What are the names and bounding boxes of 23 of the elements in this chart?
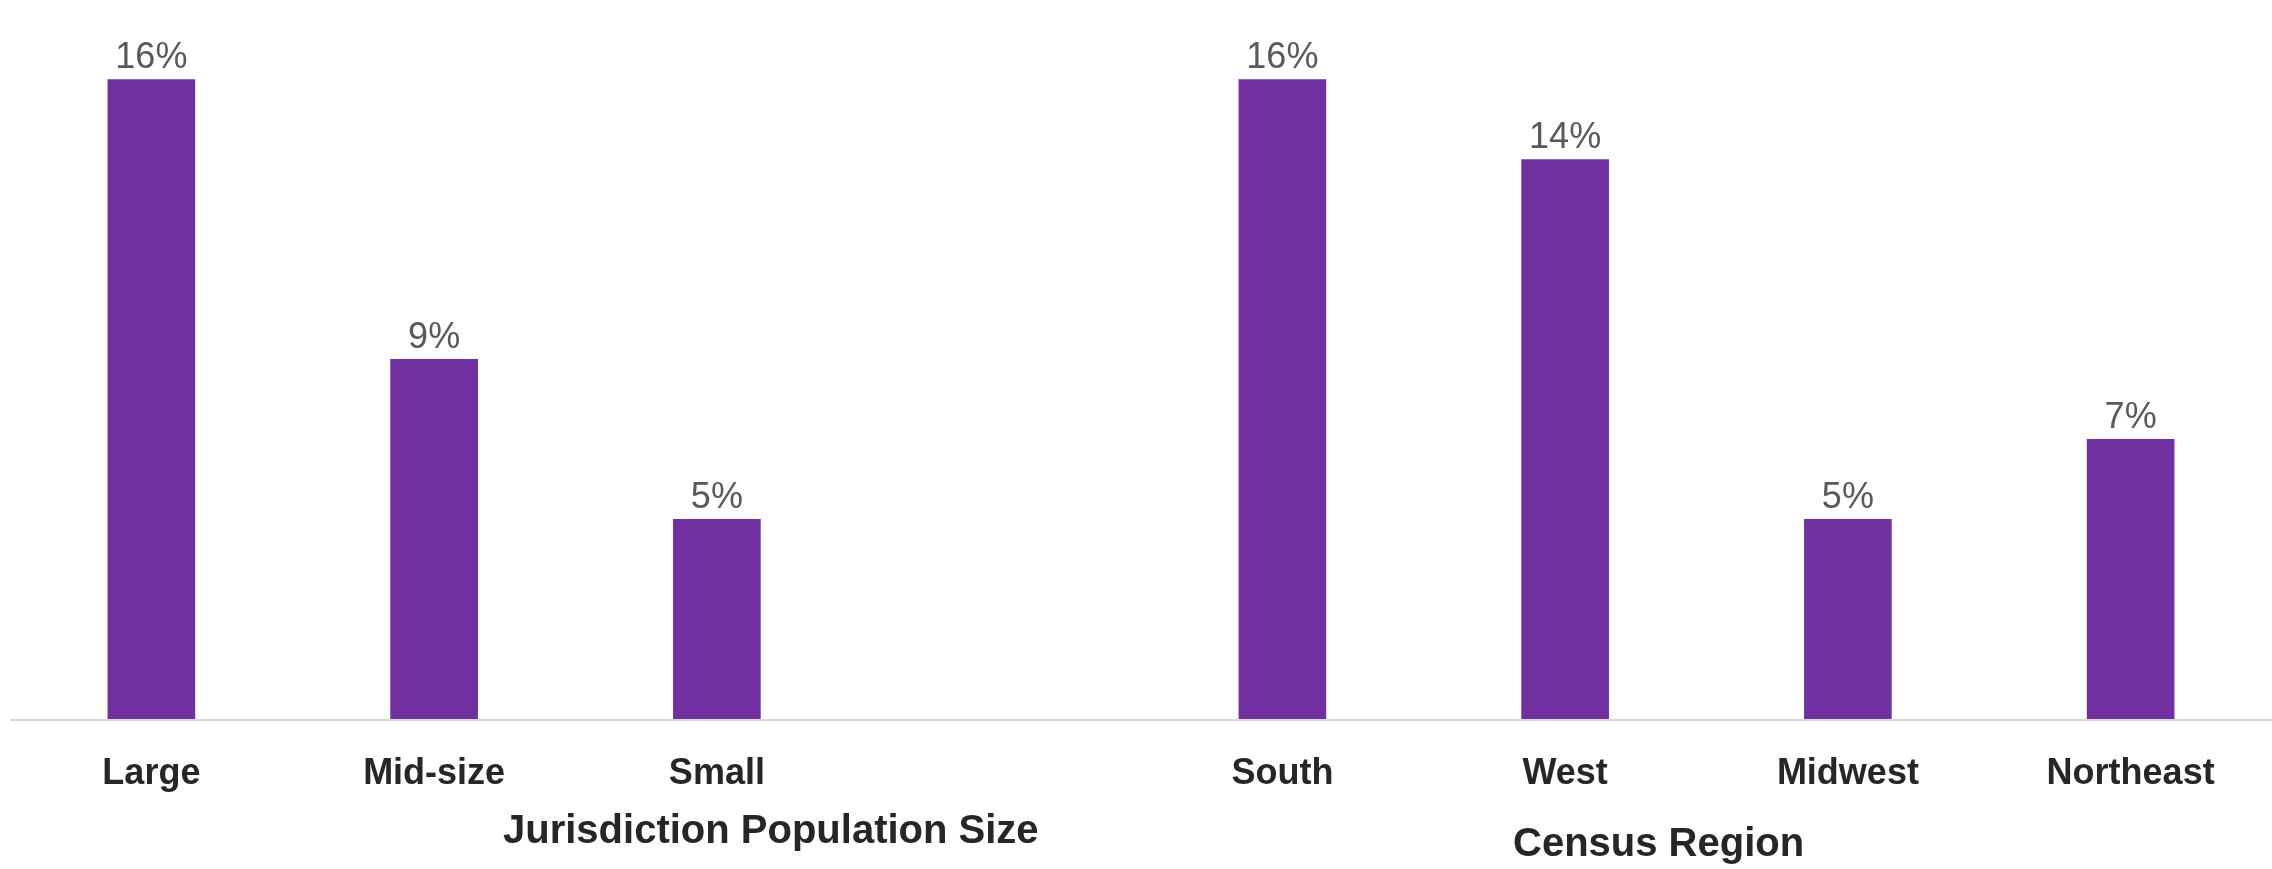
text: Jurisdiction Population Size <box>503 807 1039 851</box>
x-tick-label: Mid-size <box>363 751 506 793</box>
data-label: 5% <box>690 475 743 517</box>
bar <box>1804 519 1892 719</box>
x-tick-label: Northeast <box>2046 751 2215 793</box>
bar <box>390 359 478 719</box>
data-label: 16% <box>1246 35 1319 77</box>
data-label: 5% <box>1821 475 1874 517</box>
x-tick-label: Midwest <box>1776 751 1919 793</box>
bar <box>673 519 761 719</box>
data-label: 14% <box>1529 115 1602 157</box>
text: Census Region <box>1513 820 1805 864</box>
data-label: 16% <box>115 35 188 77</box>
x-tick-label: Large <box>102 751 201 793</box>
x-tick-label: South <box>1231 751 1334 793</box>
bar <box>2086 439 2175 719</box>
bar <box>107 79 196 719</box>
x-tick-label: West <box>1522 751 1608 793</box>
x-tick-label: Small <box>668 751 765 793</box>
bar <box>1238 79 1327 719</box>
bar <box>1521 159 1609 719</box>
data-label: 7% <box>2104 395 2157 437</box>
data-label: 9% <box>408 315 461 357</box>
